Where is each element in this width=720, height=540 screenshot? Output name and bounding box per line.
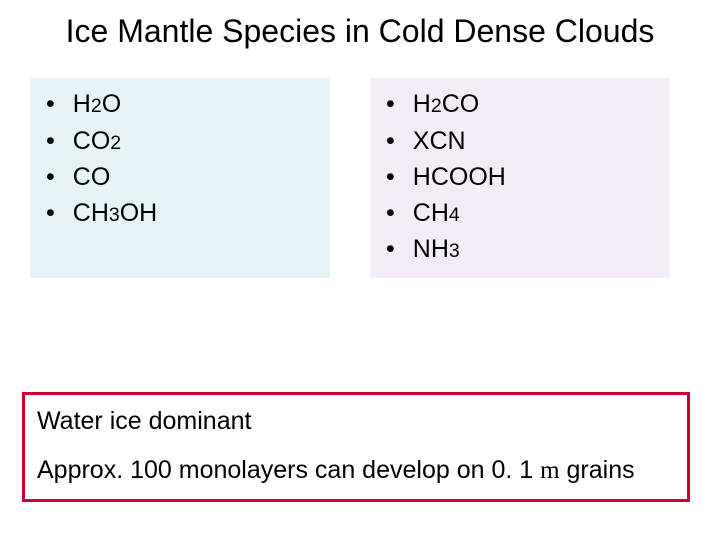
right-column: • H2CO • XCN • HCOOH • CH4 • NH3 [370, 78, 670, 277]
species-label: CH3OH [73, 195, 157, 231]
species-label: XCN [413, 123, 466, 159]
highlight-line-2: Approx. 100 monolayers can develop on 0.… [37, 456, 675, 485]
species-pre: CH [413, 199, 449, 227]
species-label: CO2 [73, 123, 121, 159]
list-item: • CH3OH [44, 195, 310, 231]
bullet-icon: • [386, 123, 395, 159]
list-item: • HCOOH [384, 159, 650, 195]
bullet-icon: • [386, 159, 395, 195]
species-post: CO [442, 90, 480, 118]
bullet-icon: • [386, 195, 395, 231]
list-item: • XCN [384, 123, 650, 159]
species-pre: H [413, 90, 431, 118]
species-label: H2O [73, 86, 121, 122]
list-item: • H2CO [384, 86, 650, 122]
bullet-icon: • [46, 195, 55, 231]
species-sub: 2 [110, 132, 121, 154]
list-item: • H2O [44, 86, 310, 122]
species-post: O [102, 90, 121, 118]
species-pre: NH [413, 235, 449, 263]
species-pre: H [73, 90, 91, 118]
list-item: • NH3 [384, 231, 650, 267]
species-label: NH3 [413, 231, 460, 267]
species-sub: 2 [431, 95, 442, 117]
species-label: CO [73, 159, 111, 195]
highlight-box: Water ice dominant Approx. 100 monolayer… [22, 392, 690, 502]
species-post: OH [120, 199, 158, 227]
species-pre: CO [73, 127, 111, 155]
list-item: • CO2 [44, 123, 310, 159]
list-item: • CH4 [384, 195, 650, 231]
line2-part-b: grains [560, 456, 635, 484]
slide-title: Ice Mantle Species in Cold Dense Clouds [0, 0, 720, 50]
species-label: CH4 [413, 195, 460, 231]
line2-part-a: Approx. 100 monolayers can develop on 0.… [37, 456, 540, 484]
bullet-icon: • [386, 86, 395, 122]
species-sub: 2 [91, 95, 102, 117]
species-label: H2CO [413, 86, 479, 122]
list-item: • CO [44, 159, 310, 195]
bullet-icon: • [46, 123, 55, 159]
species-pre: CH [73, 199, 109, 227]
mu-symbol: m [540, 457, 559, 484]
species-sub: 4 [449, 204, 460, 226]
species-pre: HCOOH [413, 163, 506, 191]
columns-container: •H2O•CO2•CO•CH3OH •H2CO•XCN•HCOOH•CH4•NH… [0, 78, 720, 277]
bullet-icon: • [46, 159, 55, 195]
species-pre: CO [73, 163, 111, 191]
highlight-line-1: Water ice dominant [37, 407, 675, 436]
species-sub: 3 [109, 204, 120, 226]
species-label: HCOOH [413, 159, 506, 195]
bullet-icon: • [46, 86, 55, 122]
species-sub: 3 [449, 240, 460, 262]
species-pre: XCN [413, 127, 466, 155]
bullet-icon: • [386, 231, 395, 267]
left-column: •H2O•CO2•CO•CH3OH [30, 78, 330, 277]
